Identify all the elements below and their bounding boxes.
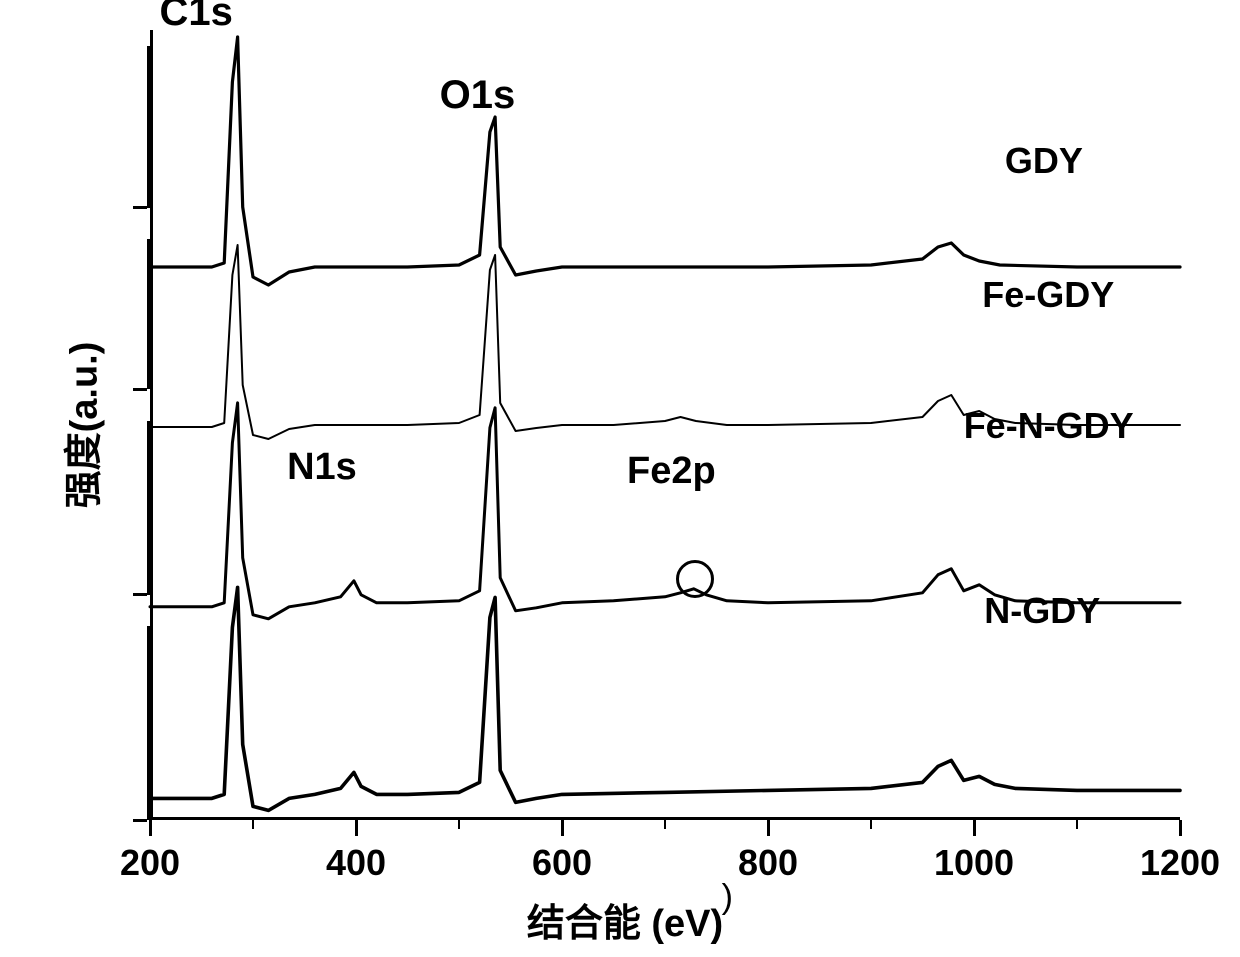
x-tick-label: 1000 xyxy=(934,842,1014,884)
peak-label: C1s xyxy=(159,0,232,35)
series-label: Fe-GDY xyxy=(982,274,1114,316)
x-tick-major xyxy=(561,820,564,836)
y-tick xyxy=(133,206,147,209)
fe2p-marker-circle xyxy=(676,560,714,598)
x-tick-minor xyxy=(870,820,872,829)
x-tick-label: 600 xyxy=(532,842,592,884)
stray-glyph: ) xyxy=(722,878,733,917)
y-axis-label: 强度(a.u.) xyxy=(53,342,108,509)
peak-label: N1s xyxy=(287,446,357,489)
x-tick-minor xyxy=(664,820,666,829)
x-tick-major xyxy=(149,820,152,836)
peak-label: Fe2p xyxy=(627,450,716,493)
x-tick-minor xyxy=(252,820,254,829)
x-tick-minor xyxy=(458,820,460,829)
x-tick-major xyxy=(767,820,770,836)
y-axis-segment xyxy=(147,46,150,208)
xps-figure: 200 400 600 800 1000 1200) C1s O1s N1s Fe2p GDY Fe-… xyxy=(0,0,1240,957)
series-label: Fe-N-GDY xyxy=(964,405,1134,447)
y-tick xyxy=(133,388,147,391)
x-tick-label: 200 xyxy=(120,842,180,884)
x-tick-major xyxy=(973,820,976,836)
y-tick xyxy=(133,819,147,822)
series-label: GDY xyxy=(1005,140,1083,182)
x-tick-minor xyxy=(1076,820,1078,829)
peak-label: O1s xyxy=(440,73,516,118)
x-tick-major xyxy=(355,820,358,836)
x-tick-major xyxy=(1179,820,1182,836)
x-tick-label: 800 xyxy=(738,842,798,884)
series-label: N-GDY xyxy=(984,590,1100,632)
y-axis-segment xyxy=(147,421,150,595)
x-tick-label: 1200 xyxy=(1140,842,1220,884)
y-tick xyxy=(133,593,147,596)
x-tick-label: 400 xyxy=(326,842,386,884)
y-axis-segment xyxy=(147,239,150,389)
y-axis-segment xyxy=(147,626,150,820)
x-axis-label: 结合能 (eV) xyxy=(527,892,723,947)
